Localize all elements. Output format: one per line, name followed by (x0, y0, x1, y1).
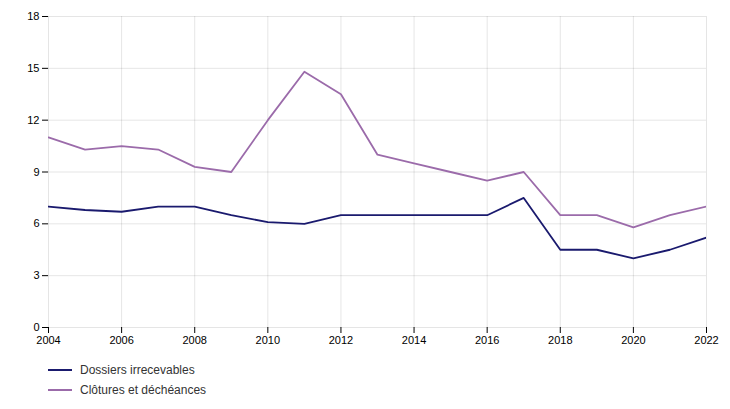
svg-text:2008: 2008 (182, 334, 206, 346)
svg-text:2012: 2012 (329, 334, 353, 346)
svg-text:2016: 2016 (475, 334, 499, 346)
svg-text:3: 3 (33, 269, 39, 281)
html-text:Dossiers irrecevables: Dossiers irrecevables (80, 363, 195, 377)
html-text:Clôtures et déchéances: Clôtures et déchéances (80, 383, 207, 397)
svg-text:2018: 2018 (548, 334, 572, 346)
svg-text:2020: 2020 (621, 334, 645, 346)
svg-text:2022: 2022 (694, 334, 718, 346)
svg-text:6: 6 (33, 217, 39, 229)
svg-text:0: 0 (33, 321, 39, 333)
svg-text:2010: 2010 (256, 334, 280, 346)
svg-text:9: 9 (33, 166, 39, 178)
svg-text:15: 15 (27, 62, 39, 74)
svg-text:2014: 2014 (402, 334, 426, 346)
svg-text:18: 18 (27, 10, 39, 22)
svg-text:12: 12 (27, 114, 39, 126)
svg-text:2004: 2004 (36, 334, 60, 346)
svg-text:2006: 2006 (109, 334, 133, 346)
